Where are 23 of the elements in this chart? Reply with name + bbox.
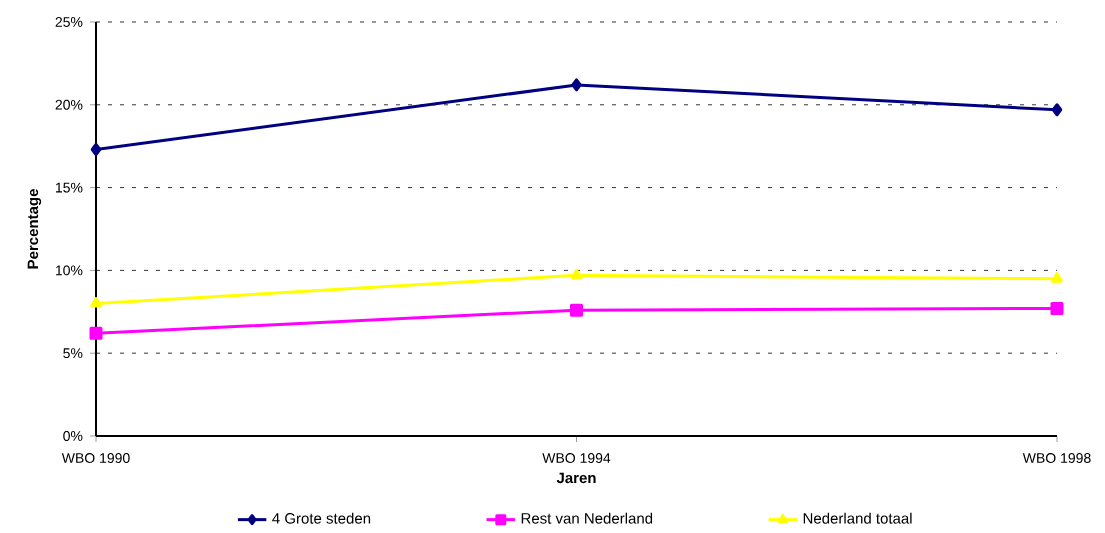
point [570, 303, 583, 317]
legend-label: 4 Grote steden [272, 512, 371, 524]
y-axis-title: Percentage [27, 189, 42, 269]
point [90, 297, 102, 308]
point [89, 326, 103, 340]
point [90, 143, 102, 156]
x-axis-title: Jaren [556, 472, 596, 484]
point [1051, 103, 1063, 117]
y-tick-label: 0% [63, 431, 83, 441]
legend-label: Rest van Nederland [521, 512, 653, 524]
y-tick-label: 20% [55, 99, 83, 110]
point [570, 268, 583, 280]
point [1051, 272, 1063, 283]
point [571, 78, 582, 92]
y-tick-label: 25% [55, 17, 83, 27]
x-tick-label: WBO 1990 [61, 453, 130, 463]
x-tick-label: WBO 1994 [542, 453, 611, 463]
point [1050, 301, 1064, 315]
legend-label: Nederland totaal [803, 512, 912, 524]
y-tick-label: 15% [55, 182, 83, 193]
y-tick-label: 10% [55, 265, 83, 276]
y-tick-label: 5% [63, 348, 83, 359]
x-tick-label: WBO 1998 [1022, 453, 1091, 463]
